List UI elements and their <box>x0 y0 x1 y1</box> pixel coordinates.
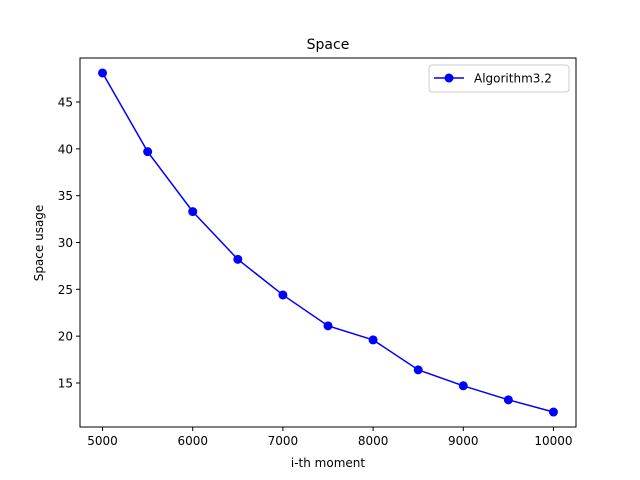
x-tick-label: 10000 <box>534 434 572 448</box>
x-tick-label: 5000 <box>87 434 118 448</box>
data-point <box>548 407 558 417</box>
data-point <box>233 254 243 264</box>
y-tick-label: 30 <box>58 236 73 250</box>
x-tick-label: 6000 <box>177 434 208 448</box>
y-axis-label: Space usage <box>32 205 46 282</box>
data-point <box>368 335 378 345</box>
y-tick-label: 35 <box>58 189 73 203</box>
data-point <box>323 321 333 331</box>
x-tick-label: 8000 <box>358 434 389 448</box>
x-tick-label: 7000 <box>268 434 299 448</box>
legend-marker-swatch <box>444 73 454 83</box>
y-tick-label: 40 <box>58 142 73 156</box>
y-tick-label: 45 <box>58 96 73 110</box>
data-point <box>143 147 153 157</box>
legend: Algorithm3.2 <box>428 64 570 93</box>
data-point <box>503 395 513 405</box>
legend-label: Algorithm3.2 <box>474 72 552 86</box>
data-point <box>413 365 423 375</box>
x-tick-label: 9000 <box>448 434 479 448</box>
plot-frame <box>79 57 577 428</box>
data-point <box>278 290 288 300</box>
y-tick-label: 15 <box>58 376 73 390</box>
series-layer <box>98 68 558 417</box>
axis-ticks: 5000 6000 7000 8000 9000 10000 15 20 25 30 35 40 45 <box>58 96 573 448</box>
x-axis-label: i-th moment <box>291 456 365 470</box>
legend-box <box>428 64 570 93</box>
y-tick-label: 20 <box>58 330 73 344</box>
data-point <box>98 68 108 78</box>
y-tick-label: 25 <box>58 283 73 297</box>
data-point <box>458 381 468 391</box>
chart-title: Space <box>307 37 350 53</box>
data-point <box>188 207 198 217</box>
